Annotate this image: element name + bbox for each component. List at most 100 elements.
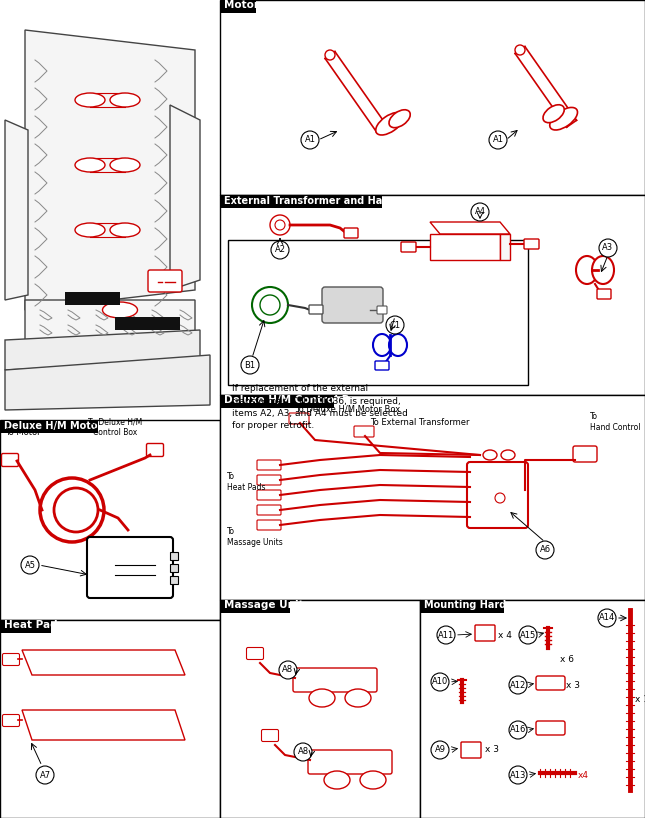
Ellipse shape xyxy=(376,112,404,135)
Ellipse shape xyxy=(389,110,410,128)
FancyBboxPatch shape xyxy=(257,520,281,530)
Bar xyxy=(220,195,645,395)
Polygon shape xyxy=(500,234,510,260)
Polygon shape xyxy=(22,710,185,740)
Text: A16: A16 xyxy=(510,726,526,735)
Ellipse shape xyxy=(389,334,407,356)
Ellipse shape xyxy=(75,223,105,237)
FancyBboxPatch shape xyxy=(293,668,377,692)
Circle shape xyxy=(279,661,297,679)
Circle shape xyxy=(325,50,335,60)
Circle shape xyxy=(471,203,489,221)
Circle shape xyxy=(241,356,259,374)
Text: Motors: Motors xyxy=(224,1,265,11)
Text: A10: A10 xyxy=(432,677,448,686)
FancyBboxPatch shape xyxy=(257,505,281,515)
Text: C1: C1 xyxy=(390,321,401,330)
Circle shape xyxy=(489,131,507,149)
Circle shape xyxy=(495,493,505,503)
Circle shape xyxy=(36,766,54,784)
Circle shape xyxy=(270,215,290,235)
Text: To Motor: To Motor xyxy=(5,428,41,437)
Bar xyxy=(0,620,220,818)
Text: x4: x4 xyxy=(578,771,589,780)
Text: A4: A4 xyxy=(475,208,486,217)
Circle shape xyxy=(294,743,312,761)
Ellipse shape xyxy=(550,107,577,130)
Circle shape xyxy=(437,626,455,644)
FancyBboxPatch shape xyxy=(377,306,387,314)
Bar xyxy=(221,0,256,13)
FancyBboxPatch shape xyxy=(257,460,281,470)
Bar xyxy=(170,552,178,560)
Ellipse shape xyxy=(360,771,386,789)
FancyBboxPatch shape xyxy=(308,750,392,774)
FancyBboxPatch shape xyxy=(344,228,358,238)
Circle shape xyxy=(599,239,617,257)
Text: If replacement of the external
transformer, CTLDC1336, is required,
items A2, A3: If replacement of the external transform… xyxy=(232,384,408,430)
Ellipse shape xyxy=(103,302,137,318)
Circle shape xyxy=(271,241,289,259)
Circle shape xyxy=(386,316,404,334)
Circle shape xyxy=(431,741,449,759)
FancyBboxPatch shape xyxy=(261,730,279,741)
Circle shape xyxy=(431,673,449,691)
FancyBboxPatch shape xyxy=(597,289,611,299)
Text: A13: A13 xyxy=(510,771,526,780)
Bar xyxy=(228,240,528,385)
Circle shape xyxy=(509,721,527,739)
Bar xyxy=(65,292,120,305)
Ellipse shape xyxy=(501,450,515,460)
Circle shape xyxy=(509,766,527,784)
Ellipse shape xyxy=(576,256,598,284)
FancyBboxPatch shape xyxy=(87,537,173,598)
Ellipse shape xyxy=(483,450,497,460)
FancyBboxPatch shape xyxy=(322,287,383,323)
FancyBboxPatch shape xyxy=(148,270,182,292)
Bar xyxy=(220,395,645,600)
Text: Deluxe H/M Motor Box: Deluxe H/M Motor Box xyxy=(4,420,126,430)
Polygon shape xyxy=(430,222,510,234)
FancyBboxPatch shape xyxy=(536,721,565,735)
Bar xyxy=(1,420,98,433)
Text: Mounting Hardware: Mounting Hardware xyxy=(424,600,533,610)
Polygon shape xyxy=(25,300,195,355)
Text: A15: A15 xyxy=(520,631,536,640)
Ellipse shape xyxy=(345,689,371,707)
Circle shape xyxy=(598,609,616,627)
Ellipse shape xyxy=(110,93,140,107)
FancyBboxPatch shape xyxy=(401,242,416,252)
Circle shape xyxy=(54,488,98,532)
Text: A14: A14 xyxy=(599,614,615,622)
Text: External Transformer and Harnesses: External Transformer and Harnesses xyxy=(224,196,424,205)
Polygon shape xyxy=(5,355,210,410)
Text: A8: A8 xyxy=(283,666,293,675)
Text: A1: A1 xyxy=(304,136,315,145)
Text: A2: A2 xyxy=(275,245,286,254)
Circle shape xyxy=(260,295,280,315)
Text: A3: A3 xyxy=(602,244,613,253)
Bar xyxy=(170,576,178,584)
Ellipse shape xyxy=(373,334,391,356)
Text: To External Transformer: To External Transformer xyxy=(370,418,470,427)
Polygon shape xyxy=(5,330,200,370)
Bar xyxy=(220,600,420,818)
FancyBboxPatch shape xyxy=(3,654,19,666)
Text: Massage Units: Massage Units xyxy=(224,600,310,610)
Ellipse shape xyxy=(110,158,140,172)
Circle shape xyxy=(252,287,288,323)
Bar xyxy=(221,600,290,613)
Text: x 3: x 3 xyxy=(566,681,580,690)
FancyBboxPatch shape xyxy=(1,453,19,466)
Text: x 18: x 18 xyxy=(635,695,645,704)
Circle shape xyxy=(509,676,527,694)
Ellipse shape xyxy=(75,93,105,107)
Bar xyxy=(170,564,178,572)
Bar xyxy=(421,600,504,613)
FancyBboxPatch shape xyxy=(146,443,163,456)
Text: To
Hand Control: To Hand Control xyxy=(590,412,640,432)
Bar xyxy=(221,395,334,408)
Polygon shape xyxy=(22,650,185,675)
FancyBboxPatch shape xyxy=(461,742,481,758)
Bar xyxy=(420,600,645,818)
